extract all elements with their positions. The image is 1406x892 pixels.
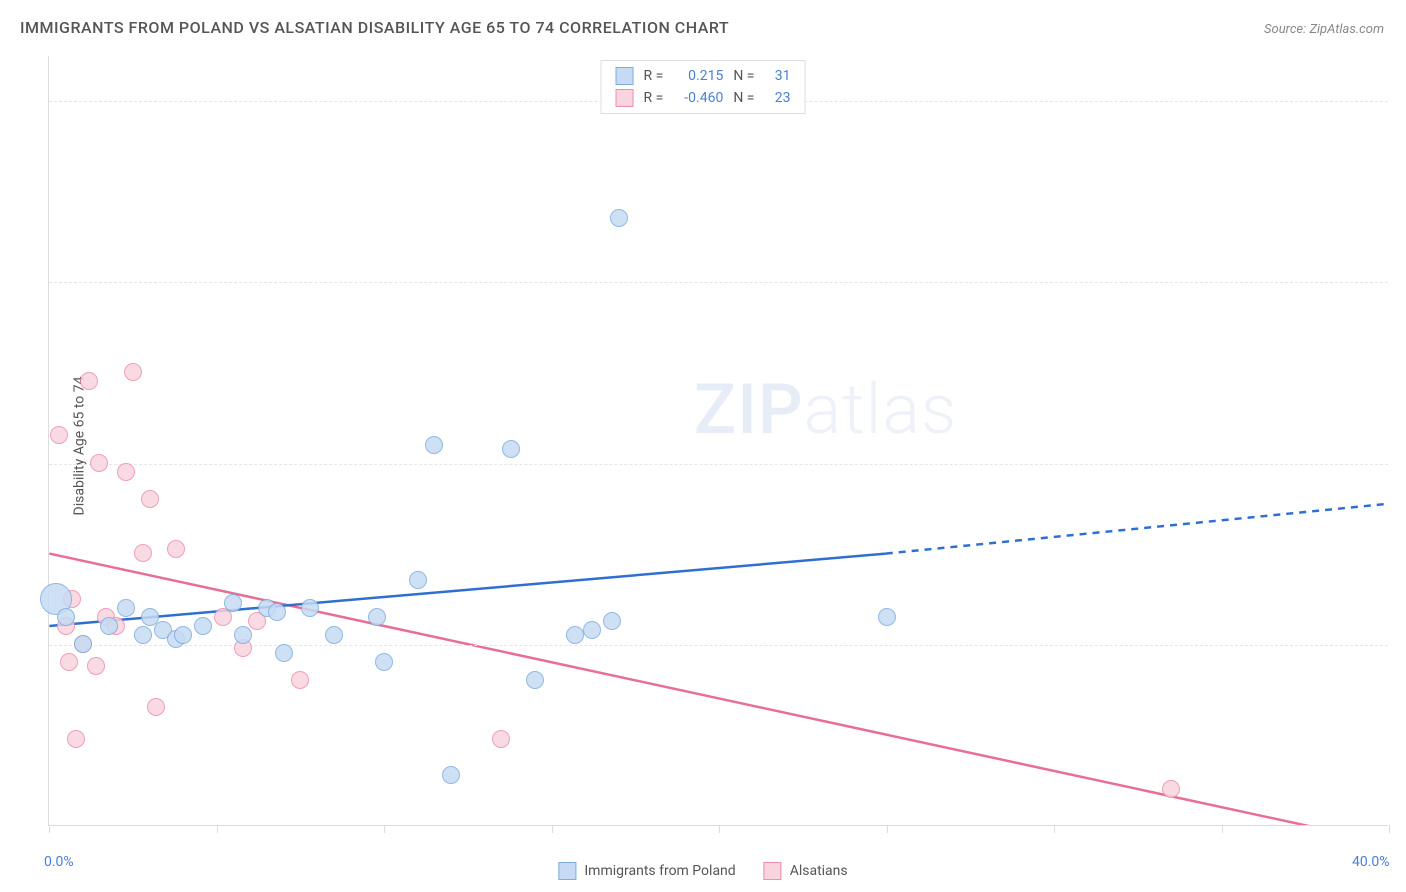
data-point-alsatians (117, 463, 135, 481)
r-value-alsatians: -0.460 (673, 90, 723, 106)
data-point-poland (100, 617, 118, 635)
data-point-poland (57, 608, 75, 626)
data-point-poland (878, 608, 896, 626)
data-point-poland (234, 626, 252, 644)
x-tick (1222, 825, 1223, 833)
data-point-poland (526, 671, 544, 689)
legend-item-poland: Immigrants from Poland (558, 862, 735, 880)
data-point-alsatians (167, 540, 185, 558)
data-point-alsatians (67, 730, 85, 748)
data-point-alsatians (50, 426, 68, 444)
legend-label-alsatians: Alsatians (790, 863, 848, 879)
watermark-thin: atlas (804, 369, 958, 451)
correlation-legend: R = 0.215 N = 31 R = -0.460 N = 23 (601, 60, 806, 114)
trend-line (886, 504, 1388, 554)
x-tick (887, 825, 888, 833)
n-value-alsatians: 23 (764, 90, 790, 106)
legend-row-alsatians: R = -0.460 N = 23 (616, 87, 791, 109)
series-legend: Immigrants from Poland Alsatians (558, 862, 847, 880)
gridline (49, 282, 1388, 283)
x-tick (552, 825, 553, 833)
data-point-poland (610, 209, 628, 227)
n-label: N = (733, 90, 754, 106)
data-point-alsatians (124, 363, 142, 381)
data-point-poland (134, 626, 152, 644)
data-point-poland (224, 594, 242, 612)
legend-item-alsatians: Alsatians (764, 862, 848, 880)
x-tick-label: 0.0% (44, 854, 74, 870)
data-point-alsatians (80, 372, 98, 390)
x-tick (1054, 825, 1055, 833)
data-point-poland (325, 626, 343, 644)
data-point-poland (442, 766, 460, 784)
data-point-poland (375, 653, 393, 671)
source-attribution: Source: ZipAtlas.com (1264, 22, 1384, 37)
data-point-poland (117, 599, 135, 617)
data-point-alsatians (492, 730, 510, 748)
data-point-poland (275, 644, 293, 662)
n-value-poland: 31 (764, 68, 790, 84)
data-point-poland (368, 608, 386, 626)
trend-lines-layer (49, 56, 1388, 825)
data-point-poland (301, 599, 319, 617)
data-point-poland (603, 612, 621, 630)
x-tick-label: 40.0% (1352, 854, 1390, 870)
swatch-alsatians (616, 89, 634, 107)
r-value-poland: 0.215 (673, 68, 723, 84)
swatch-poland (558, 862, 576, 880)
x-tick (384, 825, 385, 833)
data-point-alsatians (90, 454, 108, 472)
x-tick (719, 825, 720, 833)
x-tick (217, 825, 218, 833)
watermark: ZIPatlas (694, 369, 958, 451)
legend-row-poland: R = 0.215 N = 31 (616, 65, 791, 87)
data-point-poland (74, 635, 92, 653)
data-point-alsatians (1162, 780, 1180, 798)
data-point-poland (268, 603, 286, 621)
chart-title: IMMIGRANTS FROM POLAND VS ALSATIAN DISAB… (20, 18, 729, 37)
swatch-poland (616, 67, 634, 85)
x-tick (49, 825, 50, 833)
data-point-poland (194, 617, 212, 635)
data-point-poland (502, 440, 520, 458)
data-point-alsatians (141, 490, 159, 508)
trend-line (49, 554, 1387, 825)
data-point-alsatians (147, 698, 165, 716)
watermark-bold: ZIP (694, 369, 804, 451)
data-point-alsatians (134, 544, 152, 562)
gridline (49, 464, 1388, 465)
source-prefix: Source: (1264, 22, 1309, 37)
n-label: N = (733, 68, 754, 84)
data-point-poland (583, 621, 601, 639)
data-point-alsatians (291, 671, 309, 689)
data-point-poland (566, 626, 584, 644)
chart-plot-area: ZIPatlas 20.0%40.0%60.0%80.0% (48, 56, 1388, 826)
legend-label-poland: Immigrants from Poland (584, 863, 735, 879)
swatch-alsatians (764, 862, 782, 880)
r-label: R = (644, 68, 664, 84)
data-point-poland (409, 571, 427, 589)
data-point-poland (425, 436, 443, 454)
data-point-alsatians (87, 657, 105, 675)
r-label: R = (644, 90, 664, 106)
data-point-poland (174, 626, 192, 644)
source-name: ZipAtlas.com (1309, 22, 1384, 37)
trend-line (49, 554, 885, 626)
x-tick (1389, 825, 1390, 833)
data-point-alsatians (60, 653, 78, 671)
